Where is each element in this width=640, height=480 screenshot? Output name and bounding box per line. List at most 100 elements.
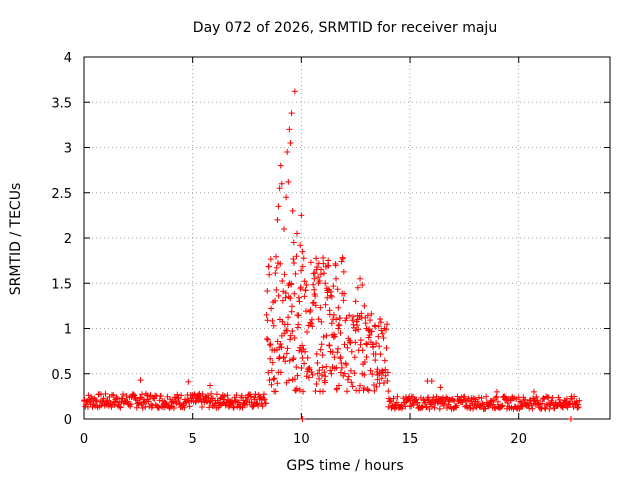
data-point (142, 403, 149, 410)
data-point (266, 271, 273, 278)
chart-title: Day 072 of 2026, SRMTID for receiver maj… (193, 20, 497, 36)
data-point (290, 239, 297, 246)
data-point (336, 321, 343, 328)
data-point (377, 315, 384, 322)
data-point (575, 404, 582, 411)
data-point (384, 369, 391, 376)
data-point (264, 336, 271, 343)
data-point (361, 371, 368, 378)
data-point (488, 398, 495, 405)
data-point (208, 390, 215, 397)
data-point (310, 281, 317, 288)
data-point (195, 391, 202, 398)
data-point (352, 327, 359, 334)
y-tick-label: 3 (64, 142, 72, 157)
data-point (348, 348, 355, 355)
data-point (203, 397, 210, 404)
data-point (322, 301, 329, 308)
data-point (408, 403, 415, 410)
data-point (274, 216, 281, 223)
data-point (289, 356, 296, 363)
data-point (279, 297, 286, 304)
data-point (130, 391, 137, 398)
data-point (437, 384, 444, 391)
data-point (268, 367, 275, 374)
data-point (292, 270, 299, 277)
data-point (289, 207, 296, 214)
data-point (388, 405, 395, 412)
data-point (259, 403, 266, 410)
data-point (205, 394, 212, 401)
data-point (383, 345, 390, 352)
data-point (102, 390, 109, 397)
data-point (556, 396, 563, 403)
data-point (265, 369, 272, 376)
data-point (224, 392, 231, 399)
data-point (322, 280, 329, 287)
data-point (333, 275, 340, 282)
data-point (454, 393, 461, 400)
data-point (214, 391, 221, 398)
data-point (325, 257, 332, 264)
data-point (377, 351, 384, 358)
data-point (400, 395, 407, 402)
data-point (286, 377, 293, 384)
data-point (286, 357, 293, 364)
data-point (267, 341, 274, 348)
data-point (175, 395, 182, 402)
data-point (268, 381, 275, 388)
data-point (436, 405, 443, 412)
data-point (274, 380, 281, 387)
data-point (490, 401, 497, 408)
data-point (186, 403, 193, 410)
y-axis: 0 0.5 1 1.5 2 2.5 3 3.5 4 (51, 51, 610, 428)
data-point (387, 398, 394, 405)
data-point (290, 355, 297, 362)
data-point (264, 287, 271, 294)
data-point (328, 370, 335, 377)
data-point (185, 378, 192, 385)
data-point (540, 395, 547, 402)
data-point (322, 373, 329, 380)
data-point (319, 388, 326, 395)
data-point (284, 321, 291, 328)
data-point (277, 369, 284, 376)
data-point (315, 274, 322, 281)
data-point (178, 392, 185, 399)
data-point (382, 366, 389, 373)
data-point (373, 383, 380, 390)
data-point (278, 344, 285, 351)
y-axis-label: SRMTID / TECUs (8, 183, 24, 296)
data-point (375, 323, 382, 330)
data-point (301, 293, 308, 300)
data-point (314, 360, 321, 367)
data-point (339, 255, 346, 262)
data-point (372, 357, 379, 364)
data-point (367, 367, 374, 374)
data-point (344, 344, 351, 351)
data-point (314, 370, 321, 377)
data-point (185, 399, 192, 406)
data-point (244, 396, 251, 403)
data-point (85, 392, 92, 399)
data-point (549, 394, 556, 401)
data-point (378, 375, 385, 382)
data-point (226, 402, 233, 409)
data-point (295, 312, 302, 319)
data-point (324, 294, 331, 301)
data-point (332, 333, 339, 340)
data-point (318, 318, 325, 325)
data-point (431, 404, 438, 411)
data-point (289, 303, 296, 310)
y-tick-label: 1.5 (51, 277, 72, 292)
data-point (207, 398, 214, 405)
data-point (434, 399, 441, 406)
data-point (350, 313, 357, 320)
data-point (146, 393, 153, 400)
data-point (299, 342, 306, 349)
data-point (315, 316, 322, 323)
data-point (191, 391, 198, 398)
data-point (361, 358, 368, 365)
data-point (352, 339, 359, 346)
data-point (283, 350, 290, 357)
